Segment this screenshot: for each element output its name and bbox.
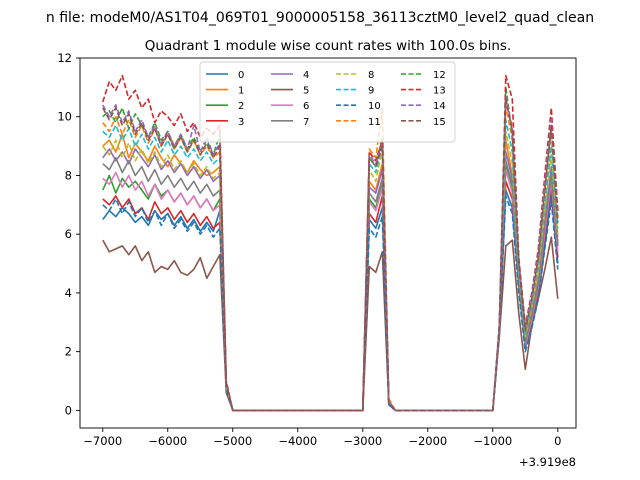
- legend-label-10: 10: [368, 101, 381, 112]
- legend-label-3: 3: [238, 117, 244, 128]
- y-tick-label: 4: [65, 286, 72, 300]
- legend-label-9: 9: [368, 86, 374, 97]
- legend-label-12: 12: [433, 70, 446, 81]
- x-tick-label: −3000: [343, 434, 382, 448]
- y-tick-label: 6: [65, 227, 72, 241]
- series-layer: [102, 74, 559, 412]
- legend-label-2: 2: [238, 101, 244, 112]
- y-tick-label: 10: [57, 110, 72, 124]
- chart-title: Quadrant 1 module wise count rates with …: [145, 38, 511, 54]
- legend-label-4: 4: [303, 70, 309, 81]
- series-line-14: [102, 95, 559, 412]
- y-tick-label: 12: [57, 51, 72, 65]
- x-tick-label: −4000: [278, 434, 317, 448]
- legend-label-11: 11: [368, 117, 381, 128]
- legend-label-8: 8: [368, 70, 374, 81]
- legend-label-6: 6: [303, 101, 309, 112]
- x-tick-label: −7000: [83, 434, 122, 448]
- y-tick-label: 8: [65, 168, 72, 182]
- x-axis: −7000 −6000 −5000 −4000 −3000 −2000 −1000 0: [83, 428, 561, 448]
- axes-frame: [79, 57, 577, 429]
- legend-label-0: 0: [238, 70, 244, 81]
- legend-label-13: 13: [433, 86, 446, 97]
- y-axis: 0 2 4 6 8 10 12: [57, 51, 80, 417]
- x-tick-label: −5000: [213, 434, 252, 448]
- x-tick-label: −2000: [408, 434, 447, 448]
- legend-label-15: 15: [433, 117, 446, 128]
- x-offset-label: +3.919e8: [519, 455, 576, 469]
- legend-label-5: 5: [303, 86, 309, 97]
- x-tick-label: −6000: [148, 434, 187, 448]
- legend-label-1: 1: [238, 86, 244, 97]
- figure-suptitle: n file: modeM0/AS1T04_069T01_9000005158_…: [46, 10, 594, 26]
- legend-label-7: 7: [303, 117, 309, 128]
- legend-box: [199, 61, 456, 143]
- x-tick-label: −1000: [473, 434, 512, 448]
- y-tick-label: 0: [65, 403, 72, 417]
- legend-label-14: 14: [433, 101, 446, 112]
- y-tick-label: 2: [65, 345, 72, 359]
- x-tick-label: 0: [554, 434, 561, 448]
